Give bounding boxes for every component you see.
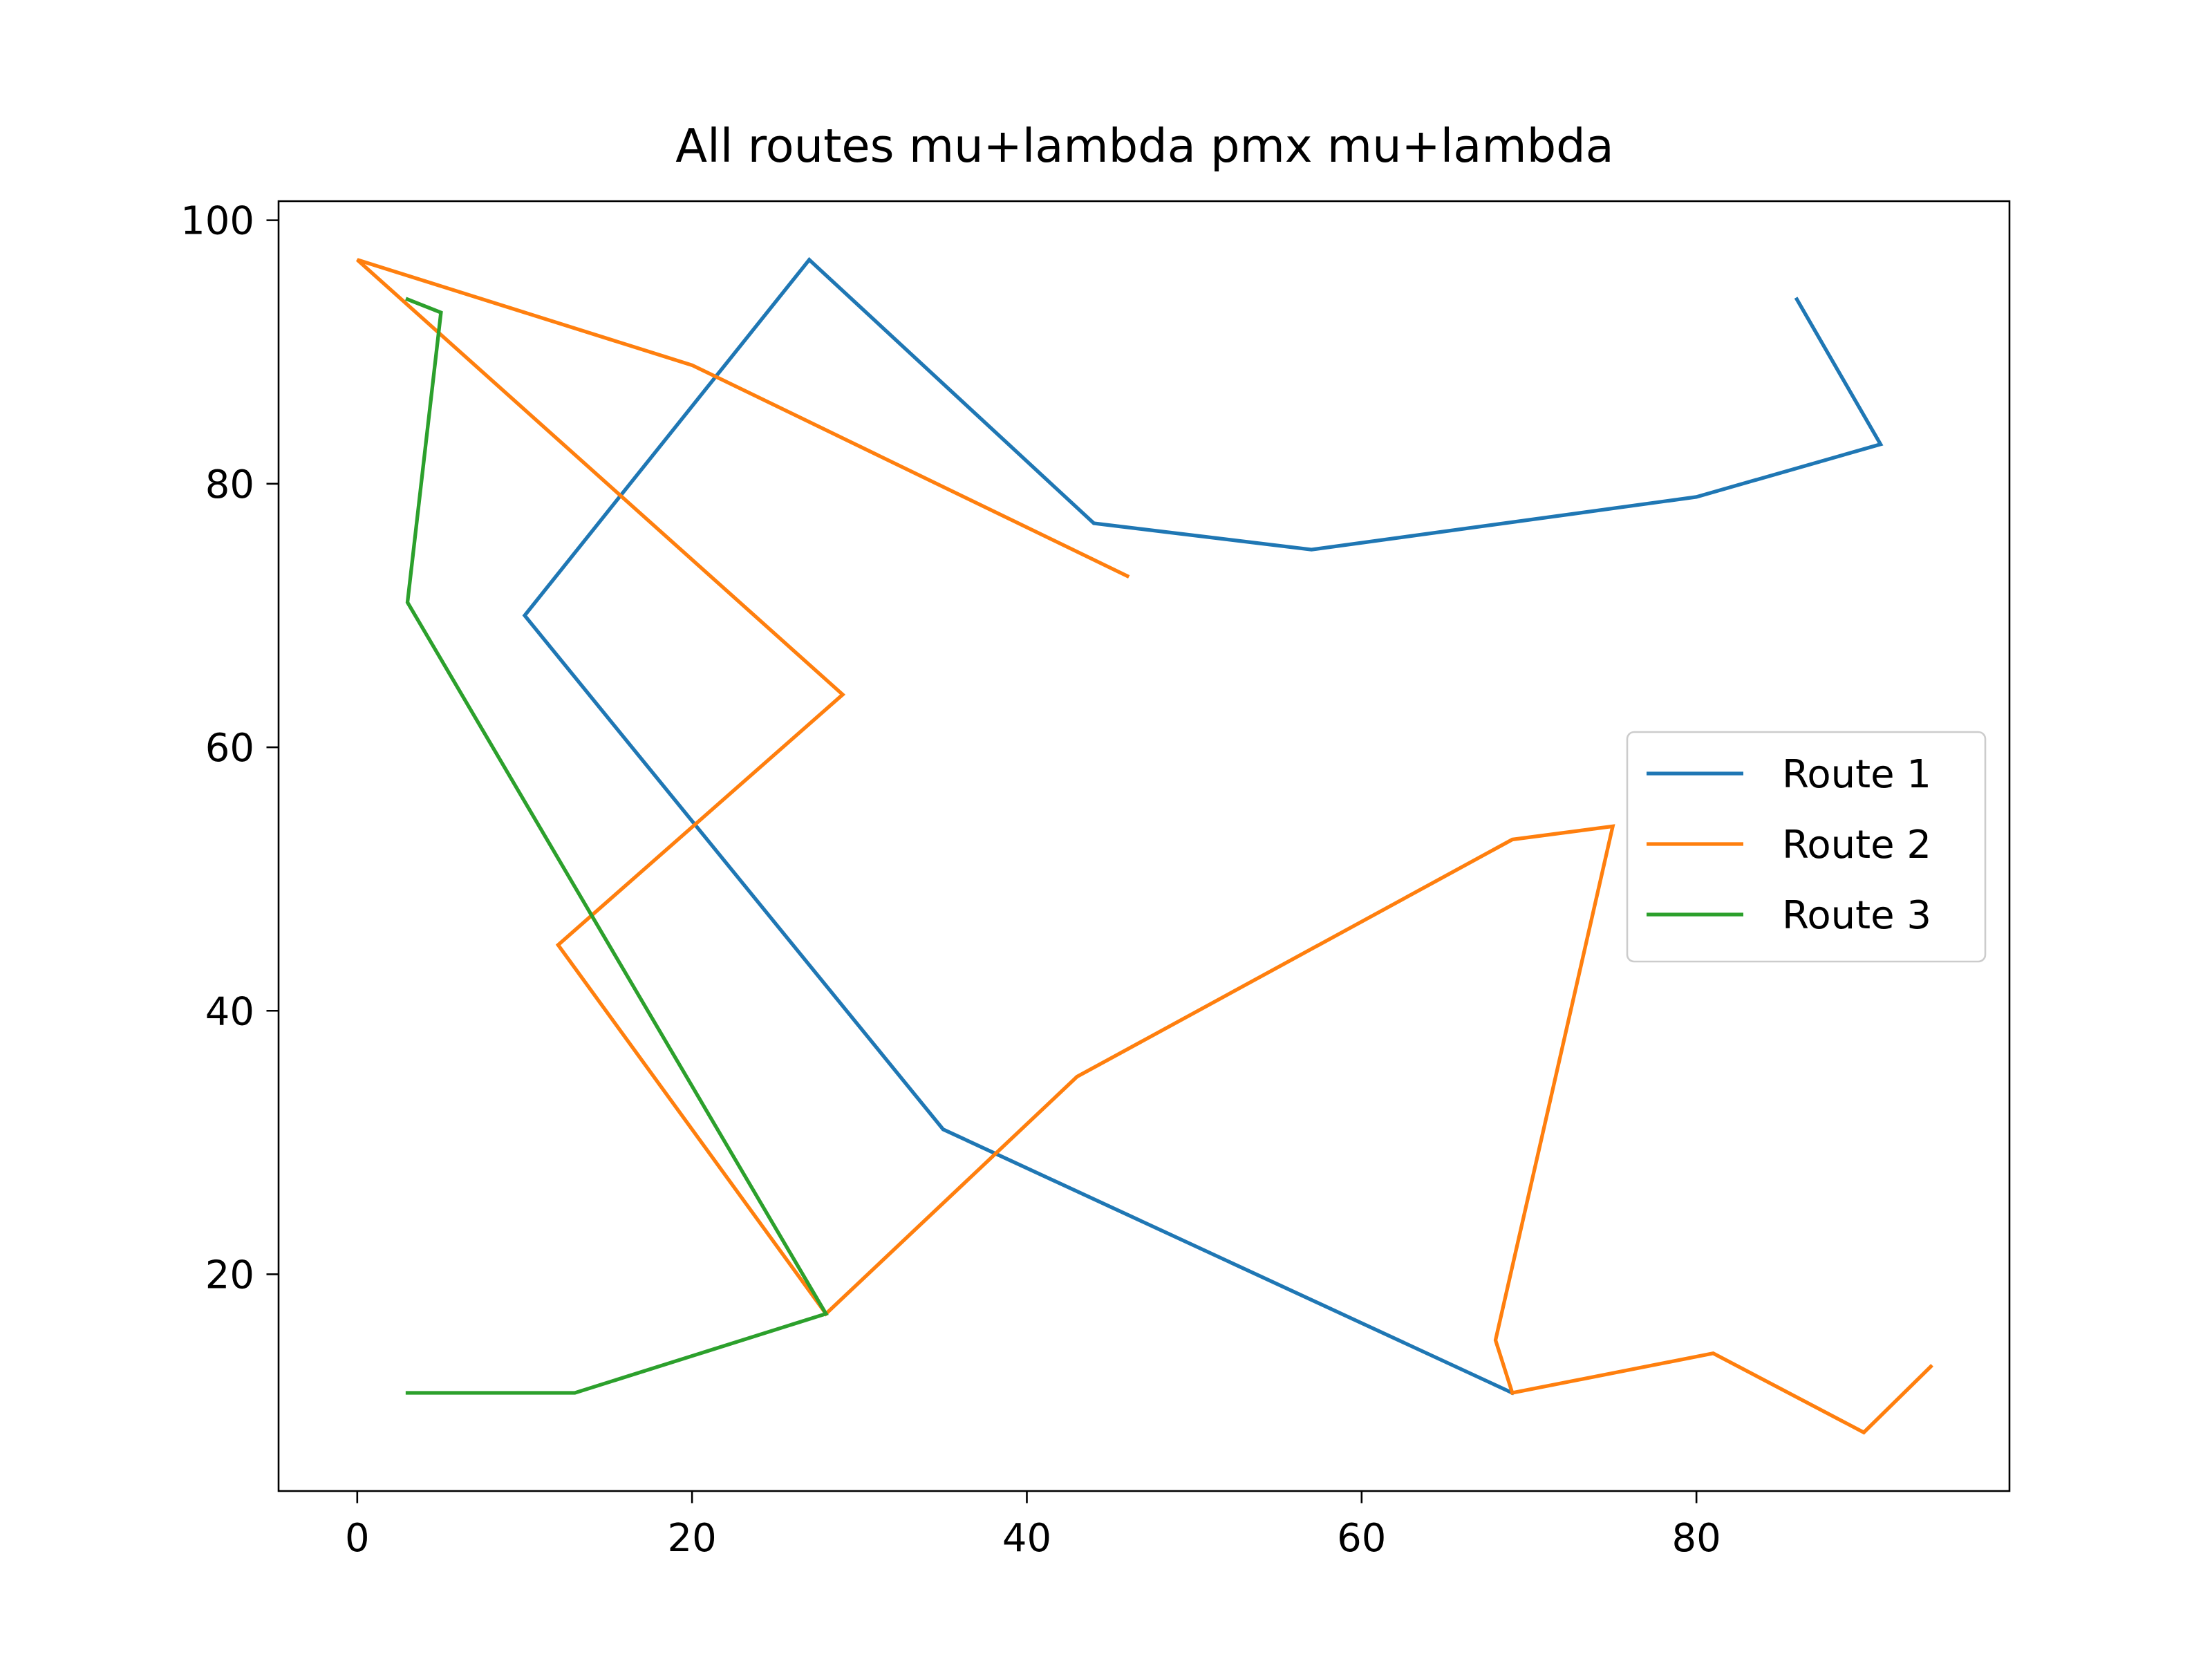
x-tick-label: 60 — [1337, 1516, 1386, 1561]
chart-title: All routes mu+lambda pmx mu+lambda — [675, 119, 1613, 173]
plot-area: 0 20 40 60 80 20 40 60 80 100 — [180, 199, 2011, 1561]
y-tick-label: 100 — [180, 199, 254, 244]
axes-frame — [277, 200, 2011, 1492]
legend-label-route-1: Route 1 — [1782, 752, 1931, 797]
y-tick-label: 40 — [205, 989, 254, 1034]
x-tick-label: 40 — [1002, 1516, 1051, 1561]
legend-box — [1626, 731, 1987, 963]
y-axis: 20 40 60 80 100 — [180, 199, 279, 1297]
y-tick-label: 20 — [205, 1253, 254, 1297]
y-tick-label: 60 — [205, 726, 254, 771]
legend-label-route-2: Route 2 — [1782, 823, 1931, 868]
route-1-line — [522, 256, 1884, 1396]
x-tick-label: 20 — [668, 1516, 717, 1561]
x-tick-label: 80 — [1672, 1516, 1721, 1561]
x-axis: 0 20 40 60 80 — [345, 1491, 1721, 1561]
route-3-line — [405, 297, 829, 1395]
x-tick-label: 0 — [345, 1516, 370, 1561]
series-layer — [356, 256, 1933, 1435]
y-tick-label: 80 — [205, 462, 254, 507]
legend: Route 1 Route 2 Route 3 — [1626, 731, 1987, 963]
legend-label-route-3: Route 3 — [1782, 893, 1931, 938]
